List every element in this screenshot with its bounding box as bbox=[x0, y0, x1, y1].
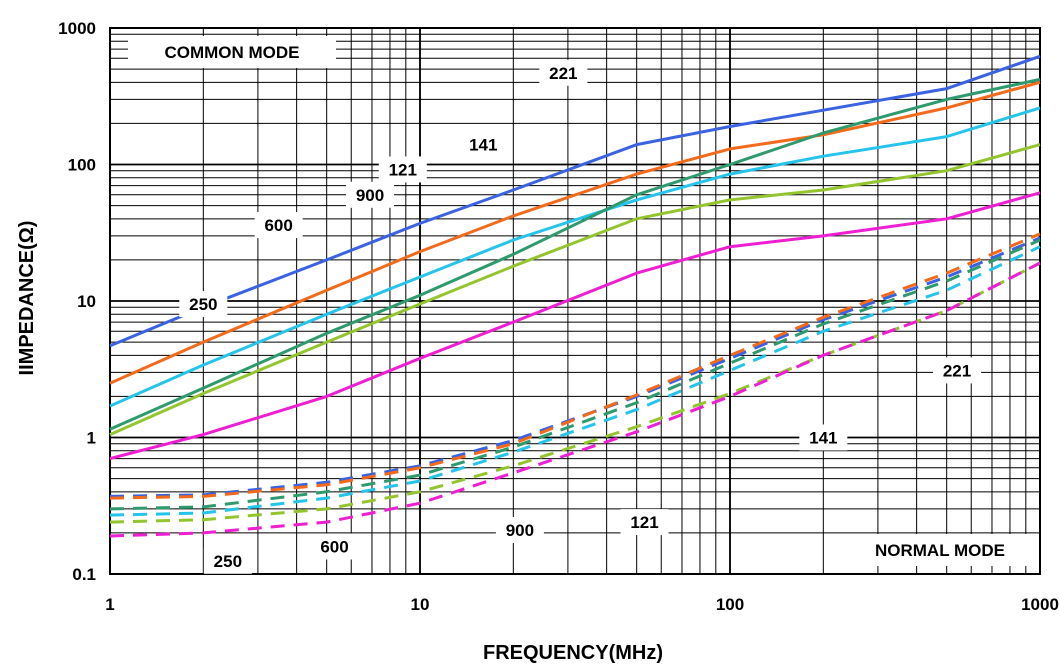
svg-text:121: 121 bbox=[389, 160, 417, 179]
svg-text:250: 250 bbox=[214, 552, 242, 571]
normal-mode-label: NORMAL MODE bbox=[848, 534, 1034, 566]
plot-frame bbox=[109, 27, 1041, 575]
y-tick-label: 0.1 bbox=[72, 565, 96, 584]
annotation-layer: 221 141 121 900 600 250 221 141 121 900 600 250 bbox=[179, 59, 982, 574]
y-tick-label: 10 bbox=[77, 292, 96, 311]
x-tick-label: 1000 bbox=[1021, 595, 1059, 614]
tick-labels: 1 10 100 1000 0.1 1 10 100 1000 bbox=[58, 19, 1059, 614]
annotation-label: 121 bbox=[378, 156, 427, 183]
series-normal-900 bbox=[109, 238, 1041, 511]
series-common-250 bbox=[109, 191, 1041, 461]
series-layer bbox=[109, 54, 1041, 538]
svg-text:900: 900 bbox=[506, 521, 534, 540]
series-common-600 bbox=[109, 143, 1041, 436]
svg-text:600: 600 bbox=[264, 216, 292, 235]
y-tick-label: 1 bbox=[87, 429, 96, 448]
y-axis-label: IIMPEDANCE(Ω) bbox=[16, 221, 38, 376]
annotation-label: 900 bbox=[346, 181, 395, 208]
x-tick-label: 1 bbox=[105, 595, 114, 614]
svg-text:600: 600 bbox=[320, 538, 348, 557]
x-axis-label: FREQUENCY(MHz) bbox=[483, 642, 663, 664]
svg-text:221: 221 bbox=[943, 361, 971, 380]
annotation-label: 221 bbox=[539, 59, 588, 86]
svg-text:121: 121 bbox=[630, 513, 658, 532]
svg-text:900: 900 bbox=[356, 186, 384, 205]
annotation-label: 221 bbox=[933, 357, 982, 384]
series-normal-250 bbox=[109, 261, 1041, 538]
svg-text:250: 250 bbox=[189, 295, 217, 314]
annotation-label: 600 bbox=[254, 212, 303, 239]
series-common-221 bbox=[109, 54, 1041, 348]
svg-text:141: 141 bbox=[809, 429, 837, 448]
y-tick-label: 100 bbox=[68, 156, 96, 175]
svg-text:NORMAL MODE: NORMAL MODE bbox=[875, 541, 1005, 560]
series-normal-121 bbox=[109, 245, 1041, 517]
annotation-label: 900 bbox=[495, 517, 544, 544]
annotation-label: 250 bbox=[203, 547, 252, 574]
y-tick-label: 1000 bbox=[58, 19, 96, 38]
annotation-label: 141 bbox=[799, 424, 848, 451]
svg-text:141: 141 bbox=[469, 136, 497, 155]
x-tick-label: 100 bbox=[716, 595, 744, 614]
series-common-141 bbox=[109, 80, 1041, 385]
annotation-label: 121 bbox=[620, 509, 669, 536]
common-mode-label: COMMON MODE bbox=[128, 36, 336, 68]
annotation-label: 141 bbox=[459, 131, 508, 158]
series-normal-600 bbox=[109, 261, 1041, 524]
series-common-900 bbox=[109, 77, 1041, 431]
series-normal-141 bbox=[109, 232, 1041, 500]
annotation-label: 250 bbox=[179, 291, 228, 318]
svg-text:COMMON MODE: COMMON MODE bbox=[164, 43, 299, 62]
annotation-label: 600 bbox=[310, 533, 359, 560]
series-normal-221 bbox=[109, 236, 1041, 498]
svg-text:221: 221 bbox=[549, 64, 577, 83]
series-common-121 bbox=[109, 106, 1041, 408]
x-tick-label: 10 bbox=[411, 595, 430, 614]
